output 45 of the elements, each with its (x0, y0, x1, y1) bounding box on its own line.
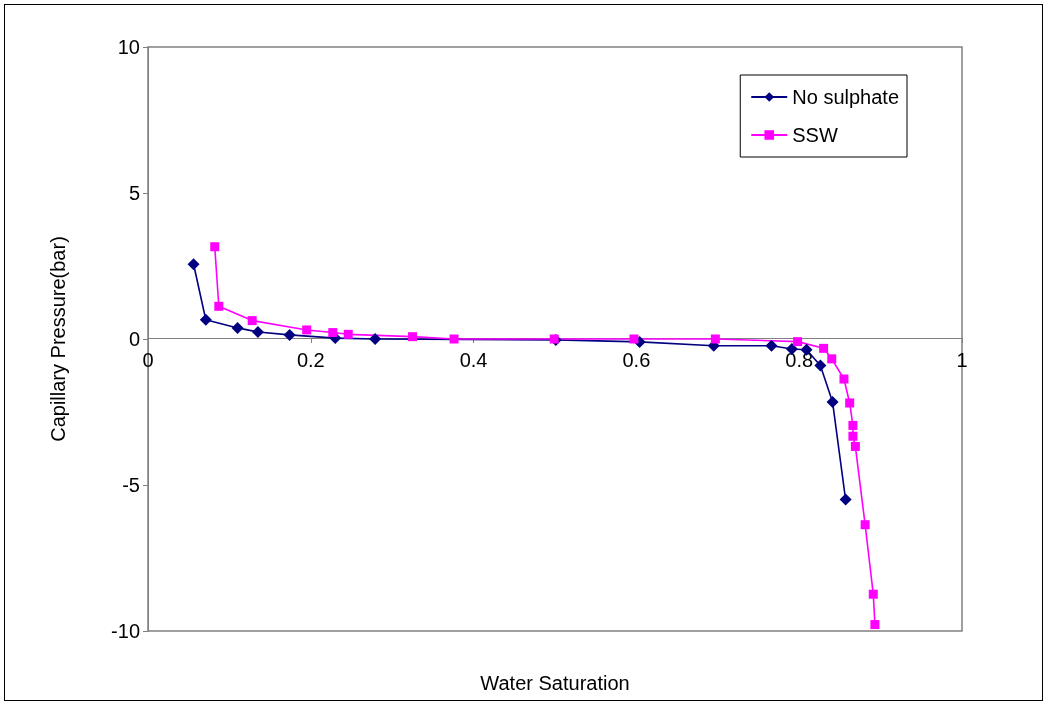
point (214, 301, 224, 311)
point (408, 332, 418, 342)
y-tick-label: -5 (122, 474, 140, 496)
point (848, 431, 858, 441)
point (814, 359, 827, 372)
y-tick-label: 0 (128, 328, 140, 350)
point (793, 337, 803, 347)
point (210, 242, 220, 252)
y-axis-title: Capillary Pressure(bar) (47, 236, 69, 442)
x-tick-label: 1 (956, 349, 968, 371)
point (629, 334, 639, 344)
point (860, 520, 870, 530)
point (870, 620, 880, 630)
point (283, 328, 296, 341)
x-tick-label: 0.6 (622, 349, 651, 371)
y-tick-label: 10 (117, 36, 140, 58)
point (302, 325, 312, 335)
point (199, 313, 212, 326)
point (369, 333, 382, 345)
point (328, 328, 338, 338)
point (839, 493, 852, 506)
point (850, 441, 860, 451)
point (343, 329, 353, 339)
x-tick-label: 0.4 (459, 349, 488, 371)
x-tick-label: 0.2 (296, 349, 325, 371)
point (826, 396, 839, 409)
point (247, 316, 257, 326)
point (251, 325, 264, 338)
point (845, 398, 855, 408)
y-tick-label: 5 (128, 182, 140, 204)
x-axis-title: Water Saturation (480, 672, 630, 694)
point (839, 374, 849, 384)
legend-label: No sulphate (792, 86, 900, 108)
point (710, 334, 720, 344)
point (819, 343, 829, 353)
point (231, 321, 244, 334)
y-tick-label: -10 (111, 620, 140, 642)
point (868, 589, 878, 599)
legend-label: SSW (792, 124, 838, 146)
point (827, 354, 837, 364)
point (765, 339, 778, 352)
point (187, 258, 200, 271)
x-tick-label: 0 (142, 349, 154, 371)
point (449, 334, 459, 344)
point (848, 420, 858, 430)
